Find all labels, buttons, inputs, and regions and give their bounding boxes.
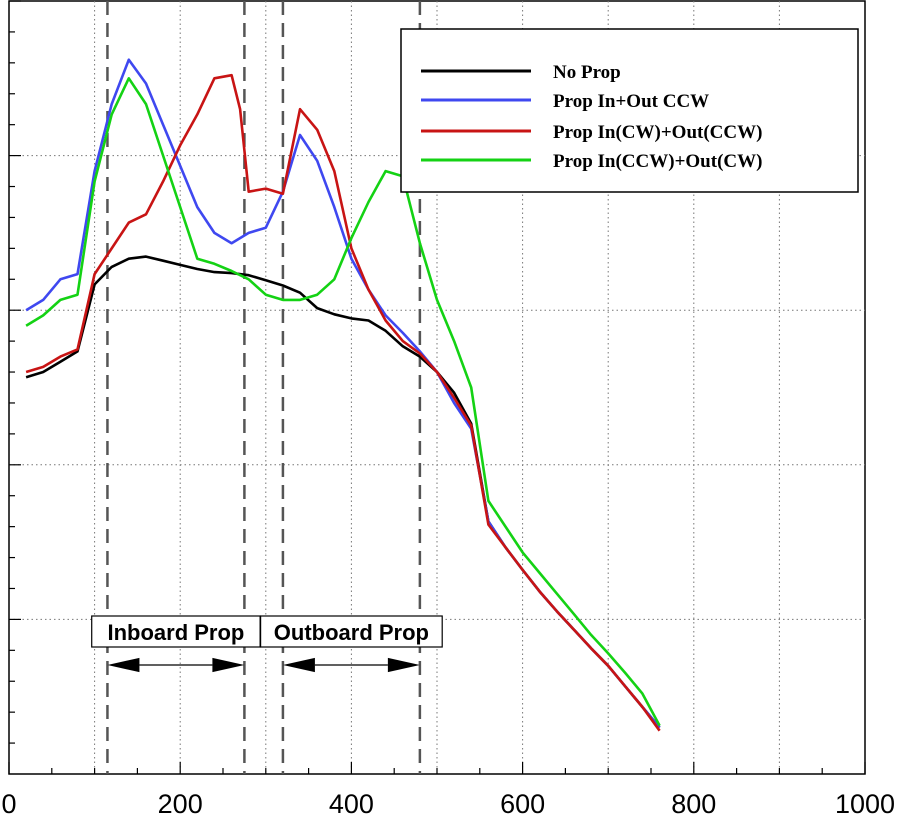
region-label-box <box>260 615 443 648</box>
region-arrow-head-left <box>107 657 140 673</box>
region-label: Inboard Prop <box>107 620 244 645</box>
legend-label-prop-in-cw-out-ccw: Prop In(CW)+Out(CCW) <box>553 122 762 143</box>
region-arrow-head-right <box>387 657 420 673</box>
x-axis-ticks: 0 200 400 600 800 1000 <box>1 762 895 819</box>
region-arrow-head-left <box>282 657 315 673</box>
legend-label-prop-in-out-ccw: Prop In+Out CCW <box>553 91 709 112</box>
x-tick-label: 800 <box>671 789 716 819</box>
x-tick-label: 600 <box>500 789 545 819</box>
region-arrow-head-right <box>212 657 245 673</box>
legend-label-prop-in-ccw-out-cw: Prop In(CCW)+Out(CW) <box>553 151 762 172</box>
series-line-2 <box>25 73 661 732</box>
series-line-3 <box>25 77 661 727</box>
x-tick-label: 200 <box>158 789 203 819</box>
x-tick-label: 400 <box>329 789 374 819</box>
x-tick-label: 0 <box>1 789 16 819</box>
region-label-box <box>91 615 261 648</box>
x-tick-label: 1000 <box>835 789 895 819</box>
series-lines <box>25 58 661 732</box>
legend: No Prop Prop In+Out CCW Prop In(CW)+Out(… <box>400 28 859 193</box>
y-axis-ticks <box>9 0 21 744</box>
legend-box <box>400 28 859 193</box>
region-annotations: Inboard Prop Outboard Prop <box>91 615 443 673</box>
legend-label-no-prop: No Prop <box>553 62 621 83</box>
region-label: Outboard Prop <box>274 620 429 645</box>
